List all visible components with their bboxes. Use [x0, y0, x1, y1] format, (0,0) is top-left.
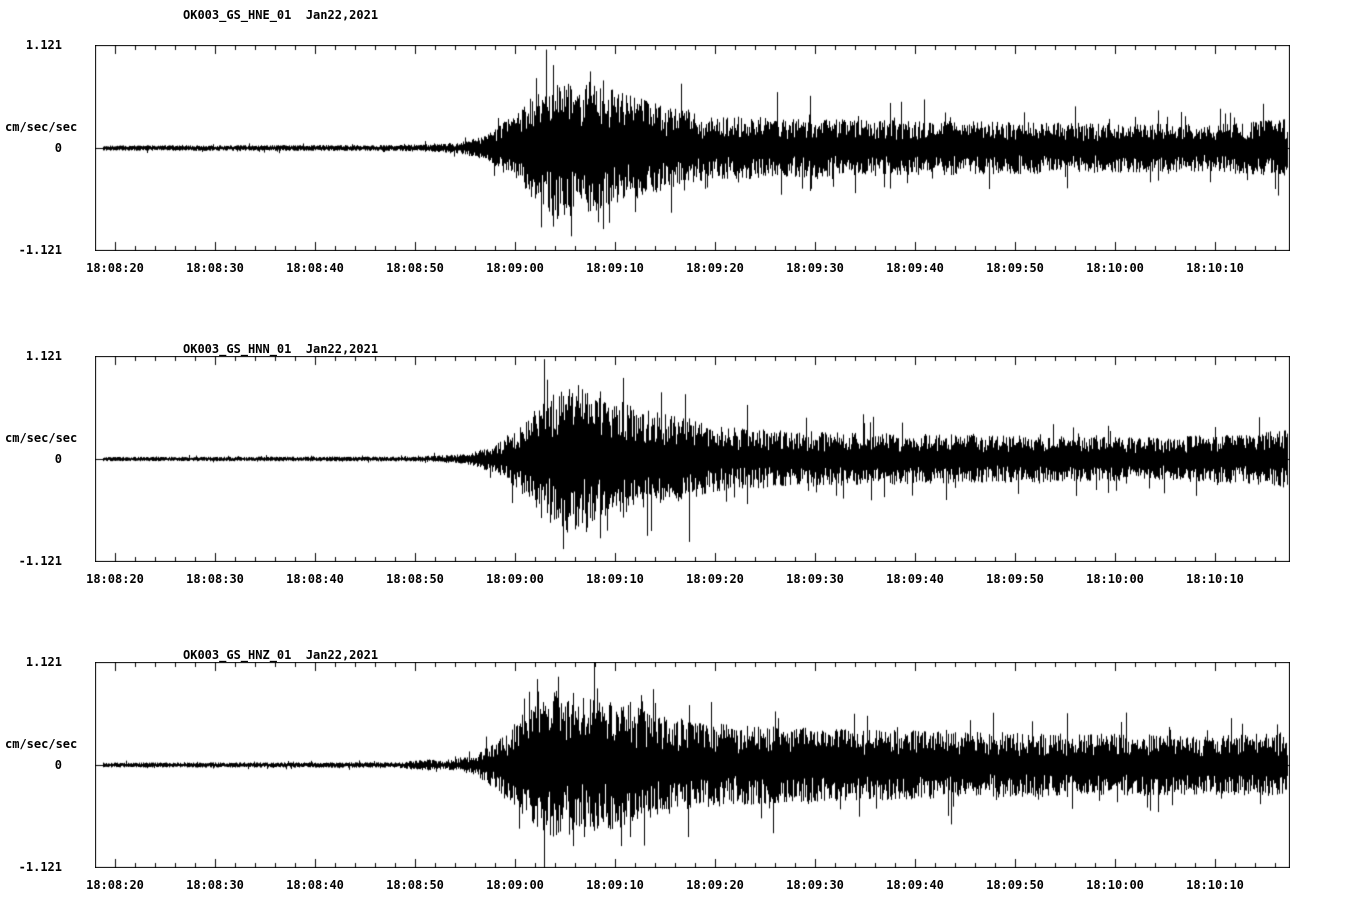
x-axis-tick-label: 18:09:30 — [786, 572, 844, 586]
x-axis-tick-label: 18:08:40 — [286, 572, 344, 586]
x-axis-tick-label: 18:08:30 — [186, 572, 244, 586]
x-axis-tick-label: 18:09:00 — [486, 878, 544, 892]
chart-title: OK003_GS_HNN_01 Jan22,2021 — [183, 342, 379, 356]
x-axis-tick-label: 18:09:40 — [886, 261, 944, 275]
seismogram-canvas-hnn — [95, 356, 1290, 562]
x-axis-tick-label: 18:08:20 — [86, 261, 144, 275]
chart-title: OK003_GS_HNZ_01 Jan22,2021 — [183, 648, 379, 662]
x-axis-tick-label: 18:08:40 — [286, 878, 344, 892]
x-axis-tick-label: 18:10:10 — [1186, 572, 1244, 586]
y-axis-units-label: cm/sec/sec — [5, 120, 78, 134]
seismogram-canvas-hne — [95, 45, 1290, 251]
x-axis-tick-label: 18:10:00 — [1086, 572, 1144, 586]
x-axis-tick-label: 18:09:00 — [486, 572, 544, 586]
y-axis-units-label: cm/sec/sec — [5, 431, 78, 445]
x-axis-tick-label: 18:09:20 — [686, 572, 744, 586]
y-axis-zero-label: 0 — [54, 758, 62, 772]
y-axis-max-label: 1.121 — [25, 349, 62, 363]
x-axis-tick-label: 18:08:20 — [86, 572, 144, 586]
x-axis-tick-label: 18:09:50 — [986, 261, 1044, 275]
y-axis-zero-label: 0 — [54, 452, 62, 466]
chart-title: OK003_GS_HNE_01 Jan22,2021 — [183, 8, 379, 22]
x-axis-tick-label: 18:09:30 — [786, 261, 844, 275]
y-axis-min-label: -1.121 — [18, 860, 62, 874]
x-axis-tick-label: 18:10:10 — [1186, 261, 1244, 275]
x-axis-tick-labels: 18:08:20 18:08:30 18:08:40 18:08:50 18:09:00… — [86, 261, 1290, 277]
x-axis-tick-label: 18:09:20 — [686, 878, 744, 892]
x-axis-tick-label: 18:09:50 — [986, 878, 1044, 892]
x-axis-tick-label: 18:08:50 — [386, 261, 444, 275]
x-axis-tick-label: 18:08:50 — [386, 878, 444, 892]
x-axis-tick-label: 18:09:50 — [986, 572, 1044, 586]
x-axis-tick-label: 18:10:00 — [1086, 878, 1144, 892]
x-axis-tick-label: 18:08:30 — [186, 261, 244, 275]
x-axis-tick-label: 18:09:20 — [686, 261, 744, 275]
x-axis-tick-label: 18:09:00 — [486, 261, 544, 275]
x-axis-tick-label: 18:10:10 — [1186, 878, 1244, 892]
seismogram-canvas-hnz — [95, 662, 1290, 868]
seismogram-panel-hne: OK003_GS_HNE_01 Jan22,2021 1.121 cm/sec/… — [0, 0, 1358, 300]
x-axis-tick-label: 18:08:20 — [86, 878, 144, 892]
x-axis-tick-label: 18:09:40 — [886, 878, 944, 892]
x-axis-tick-label: 18:09:30 — [786, 878, 844, 892]
x-axis-tick-label: 18:08:50 — [386, 572, 444, 586]
x-axis-tick-label: 18:10:00 — [1086, 261, 1144, 275]
x-axis-tick-label: 18:08:40 — [286, 261, 344, 275]
x-axis-tick-labels: 18:08:20 18:08:30 18:08:40 18:08:50 18:09:00… — [86, 878, 1290, 894]
x-axis-tick-label: 18:08:30 — [186, 878, 244, 892]
y-axis-min-label: -1.121 — [18, 554, 62, 568]
seismogram-panel-hnz: OK003_GS_HNZ_01 Jan22,2021 1.121 cm/sec/… — [0, 617, 1358, 917]
x-axis-tick-label: 18:09:10 — [586, 572, 644, 586]
y-axis-max-label: 1.121 — [25, 655, 62, 669]
x-axis-tick-labels: 18:08:20 18:08:30 18:08:40 18:08:50 18:09:00… — [86, 572, 1290, 588]
y-axis-max-label: 1.121 — [25, 38, 62, 52]
x-axis-tick-label: 18:09:10 — [586, 878, 644, 892]
x-axis-tick-label: 18:09:40 — [886, 572, 944, 586]
y-axis-units-label: cm/sec/sec — [5, 737, 78, 751]
y-axis-min-label: -1.121 — [18, 243, 62, 257]
y-axis-zero-label: 0 — [54, 141, 62, 155]
seismogram-panel-hnn: OK003_GS_HNN_01 Jan22,2021 1.121 cm/sec/… — [0, 311, 1358, 611]
x-axis-tick-label: 18:09:10 — [586, 261, 644, 275]
